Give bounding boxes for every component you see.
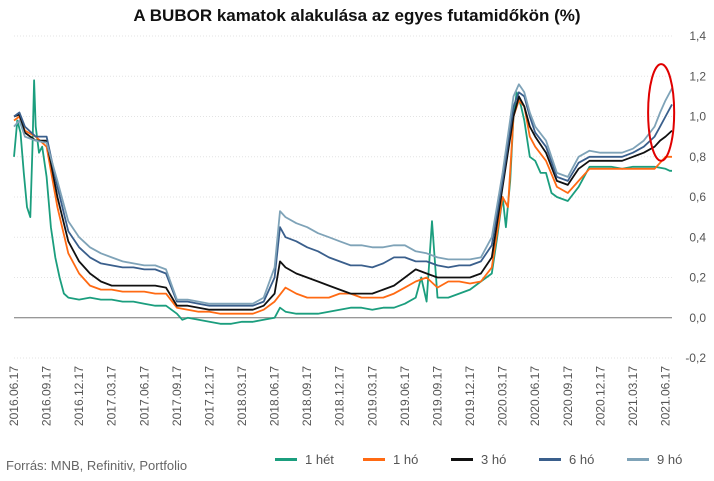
x-tick-labels: 2016.06.17 2016.09.17 2016.12.17 2017.03.17…	[7, 366, 672, 426]
series-line-9-hó	[13, 83, 673, 305]
legend-item: 6 hó	[539, 452, 627, 467]
legend-item: 1 hó	[363, 452, 451, 467]
y-tick-labels: -0,2 0,0 0,2 0,4 0,6 0,8 1,0 1,2 1,4	[685, 29, 706, 365]
series-line-1-hét	[13, 79, 672, 325]
x-tick-label: 2021.03.17	[626, 366, 640, 426]
x-tick-label: 2019.03.17	[365, 366, 379, 426]
x-tick-label: 2020.03.17	[496, 366, 510, 426]
x-tick-label: 2016.06.17	[7, 366, 21, 426]
x-tick-label: 2020.06.17	[528, 366, 542, 426]
series-line-6-hó	[13, 91, 673, 307]
legend-swatch	[275, 458, 297, 461]
legend-item: 3 hó	[451, 452, 539, 467]
x-tick-label: 2016.09.17	[40, 366, 54, 426]
legend-label: 6 hó	[569, 452, 595, 467]
source-note: Forrás: MNB, Refinitiv, Portfolio	[6, 458, 188, 473]
x-tick-label: 2017.06.17	[137, 366, 151, 426]
y-tick-label: 0,2	[689, 271, 706, 285]
x-tick-label: 2019.12.17	[463, 366, 477, 426]
legend-label: 3 hó	[481, 452, 507, 467]
x-tick-label: 2017.09.17	[170, 366, 184, 426]
legend-swatch	[363, 458, 385, 461]
grid-lines	[14, 35, 672, 359]
legend-swatch	[627, 458, 649, 461]
annotation-layer	[647, 63, 676, 162]
y-tick-label: 1,2	[689, 69, 706, 83]
highlight-ellipse	[647, 63, 676, 162]
y-tick-label: -0,2	[685, 351, 706, 365]
x-tick-label: 2018.09.17	[300, 366, 314, 426]
x-tick-label: 2018.03.17	[235, 366, 249, 426]
y-tick-label: 1,0	[689, 110, 706, 124]
x-tick-label: 2020.09.17	[561, 366, 575, 426]
chart-title: A BUBOR kamatok alakulása az egyes futam…	[133, 6, 581, 25]
x-tick-label: 2019.06.17	[398, 366, 412, 426]
x-tick-label: 2016.12.17	[72, 366, 86, 426]
legend-item: 1 hét	[275, 452, 363, 467]
x-tick-label: 2021.06.17	[658, 366, 672, 426]
series-line-1-hó	[13, 99, 672, 315]
legend-label: 1 hó	[393, 452, 419, 467]
series-lines	[13, 79, 673, 325]
y-tick-label: 0,4	[689, 230, 706, 244]
legend-swatch	[451, 458, 473, 461]
legend-label: 9 hó	[657, 452, 683, 467]
x-tick-label: 2019.09.17	[430, 366, 444, 426]
y-tick-label: 0,0	[689, 311, 706, 325]
x-tick-label: 2018.06.17	[268, 366, 282, 426]
x-tick-label: 2020.12.17	[593, 366, 607, 426]
y-tick-label: 0,8	[689, 150, 706, 164]
x-tick-label: 2018.12.17	[333, 366, 347, 426]
series-line-3-hó	[13, 95, 673, 311]
legend: 1 hét 1 hó 3 hó 6 hó 9 hó	[275, 452, 714, 467]
y-tick-label: 0,6	[689, 190, 706, 204]
legend-item: 9 hó	[627, 452, 714, 467]
x-tick-label: 2017.12.17	[202, 366, 216, 426]
x-tick-label: 2017.03.17	[105, 366, 119, 426]
legend-swatch	[539, 458, 561, 461]
y-tick-label: 1,4	[689, 29, 706, 43]
legend-label: 1 hét	[305, 452, 334, 467]
